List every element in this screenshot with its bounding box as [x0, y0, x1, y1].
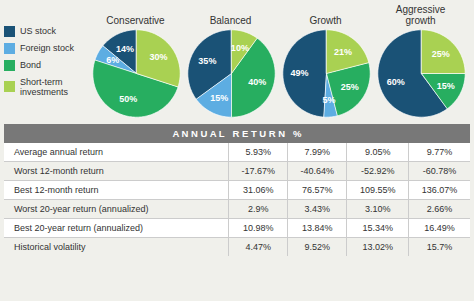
html-text:136.07%: 136.07% [421, 185, 458, 195]
svg-text:15%: 15% [210, 93, 228, 103]
html-text:Bond: Bond [20, 60, 41, 70]
html-text:Foreign stock: Foreign stock [20, 43, 74, 53]
html-text:13.84%: 13.84% [302, 223, 333, 233]
html-text:Aggressive growth: Aggressive growth [395, 4, 446, 26]
svg-text:14%: 14% [115, 44, 133, 54]
html-text:-17.67%: -17.67% [241, 166, 275, 176]
html-text:Best 20-year return (annualize: Best 20-year return (annualized) [14, 223, 144, 233]
svg-text:21%: 21% [334, 47, 352, 57]
html-text:7.99%: 7.99% [304, 147, 330, 157]
svg-text:30%: 30% [149, 52, 167, 62]
html-text:Worst 12-month return: Worst 12-month return [14, 166, 104, 176]
html-text:2.66%: 2.66% [426, 204, 453, 214]
html-text:US stock: US stock [20, 26, 56, 36]
svg-text:49%: 49% [290, 68, 308, 78]
svg-text:60%: 60% [386, 77, 404, 87]
html-text:4.47%: 4.47% [245, 242, 271, 252]
svg-text:35%: 35% [198, 56, 216, 66]
svg-text:25%: 25% [340, 82, 358, 92]
html-text:31.06%: 31.06% [243, 185, 274, 195]
html-text:76.57%: 76.57% [302, 185, 333, 195]
html-text:2.9%: 2.9% [248, 204, 269, 214]
svg-text:10%: 10% [230, 43, 248, 53]
html-text:Conservative: Conservative [106, 15, 165, 26]
svg-text:25%: 25% [431, 49, 449, 59]
html-text:5.93%: 5.93% [245, 147, 271, 157]
html-text:Average annual return: Average annual return [14, 147, 103, 157]
html-text:Short-term investments: Short-term investments [20, 76, 68, 97]
html-text:3.43%: 3.43% [304, 204, 330, 214]
html-text:15.7%: 15.7% [426, 242, 453, 252]
html-text:Growth: Growth [309, 15, 342, 26]
html-text:A N N U A L R E T U R N %: A N N U A L R E T U R N % [172, 128, 302, 139]
html-text:16.49%: 16.49% [424, 223, 455, 233]
html-text:-40.64%: -40.64% [300, 166, 334, 176]
html-text:Historical volatility: Historical volatility [14, 242, 86, 252]
svg-text:50%: 50% [119, 94, 137, 104]
html-text:15.34%: 15.34% [362, 223, 393, 233]
html-text:-52.92%: -52.92% [360, 166, 395, 176]
html-text:109.55%: 109.55% [359, 185, 396, 195]
svg-text:6%: 6% [106, 55, 119, 65]
html-text:Balanced: Balanced [209, 15, 252, 26]
svg-text:40%: 40% [248, 77, 266, 87]
html-text:13.02%: 13.02% [362, 242, 393, 252]
html-text:Best 12-month return: Best 12-month return [14, 185, 99, 195]
html-text:9.05%: 9.05% [364, 147, 391, 157]
html-text:Worst 20-year return (annualiz: Worst 20-year return (annualized) [14, 204, 149, 214]
html-text:9.52%: 9.52% [304, 242, 330, 252]
svg-text:15%: 15% [436, 81, 454, 91]
html-text:3.10%: 3.10% [364, 204, 391, 214]
html-text:-60.78%: -60.78% [422, 166, 457, 176]
html-text:10.98%: 10.98% [243, 223, 274, 233]
html-text:9.77%: 9.77% [426, 147, 453, 157]
svg-text:5%: 5% [322, 95, 335, 105]
